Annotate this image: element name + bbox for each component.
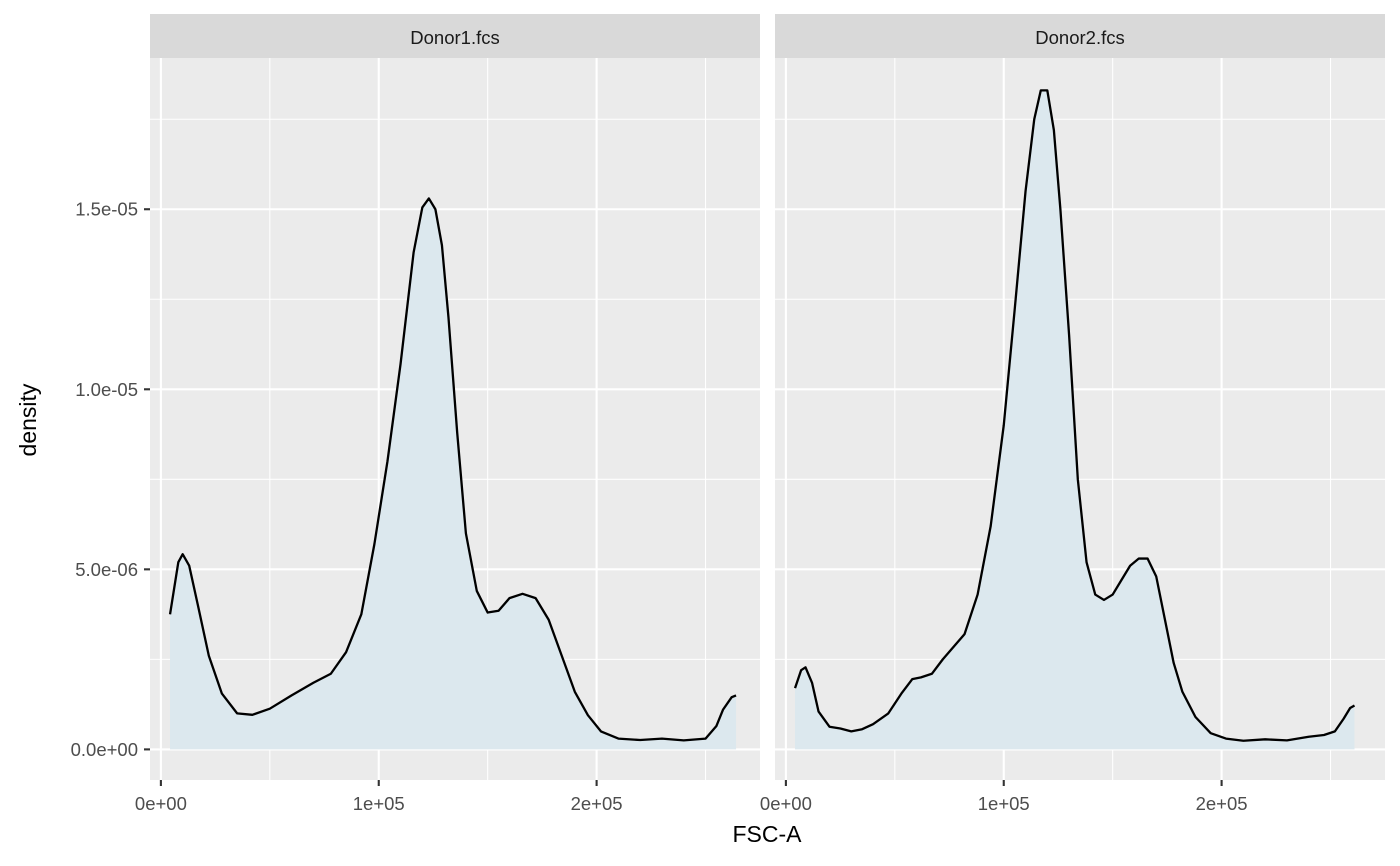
y-axis-title: density	[15, 383, 41, 456]
facet-strip	[775, 14, 1385, 58]
density-curve	[793, 89, 1356, 742]
density-area	[795, 90, 1355, 750]
x-tick-label: 0e+00	[760, 793, 812, 814]
facet-panels: Donor1.fcs 0e+00 1e+05 2e+05 Donor2.fcs 0e+00…	[135, 14, 1385, 814]
facet-strip-label: Donor1.fcs	[410, 27, 499, 48]
y-tick-label: 0.0e+00	[71, 739, 138, 760]
y-axis: 0.0e+00 5.0e-06 1.0e-05 1.5e-05	[71, 199, 150, 760]
x-tick-label: 1e+05	[978, 793, 1030, 814]
y-tick-label: 5.0e-06	[75, 559, 138, 580]
x-tick-label: 2e+05	[571, 793, 623, 814]
facet-panel-2: Donor2.fcs 0e+00 1e+05 2e+05	[760, 14, 1385, 814]
facet-panel-1: Donor1.fcs 0e+00 1e+05 2e+05	[135, 14, 760, 814]
density-area	[170, 198, 737, 750]
facet-strip	[150, 14, 760, 58]
y-tick-label: 1.5e-05	[75, 199, 138, 220]
y-tick-label: 1.0e-05	[75, 379, 138, 400]
x-axis-title: FSC-A	[733, 821, 803, 847]
x-tick-label: 0e+00	[135, 793, 187, 814]
x-tick-label: 1e+05	[353, 793, 405, 814]
facet-strip-label: Donor2.fcs	[1035, 27, 1124, 48]
density-curve	[168, 197, 737, 742]
x-tick-label: 2e+05	[1196, 793, 1248, 814]
